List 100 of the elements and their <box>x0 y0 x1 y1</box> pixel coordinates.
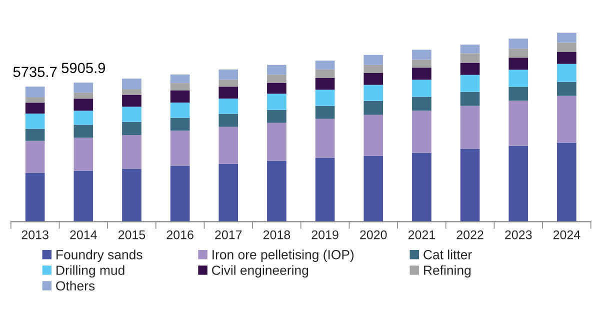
bar <box>364 84 384 101</box>
x-tick-label: 2015 <box>118 230 146 240</box>
bar <box>25 114 45 129</box>
bar <box>508 70 528 87</box>
legend-label: Cat litter <box>424 250 472 260</box>
bar <box>74 170 94 222</box>
bar <box>122 134 142 169</box>
bar <box>364 100 384 115</box>
bar <box>557 96 576 143</box>
legend-label: Drilling mud <box>56 265 124 278</box>
bar <box>170 118 190 131</box>
bar <box>508 58 528 70</box>
bar <box>74 124 94 138</box>
bar <box>218 80 238 87</box>
bar <box>267 122 286 161</box>
bar <box>315 90 335 106</box>
bar <box>508 48 528 58</box>
bar <box>267 82 286 94</box>
x-tick-label: 2018 <box>263 230 290 240</box>
bar <box>557 32 576 43</box>
bar <box>25 102 45 114</box>
bar <box>122 168 142 222</box>
bar <box>460 92 480 106</box>
bar <box>170 74 190 84</box>
bar <box>267 64 286 75</box>
bar <box>412 152 432 222</box>
bar <box>315 78 335 90</box>
bar <box>412 60 432 68</box>
bar <box>218 70 238 80</box>
x-tick-label: 2013 <box>22 230 48 240</box>
bar <box>460 74 480 92</box>
bar <box>364 114 384 156</box>
bar <box>460 53 480 63</box>
x-tick-label: 2020 <box>360 230 387 240</box>
bar <box>364 156 384 222</box>
annotation: 5905.9 <box>62 62 106 74</box>
bar <box>508 38 528 49</box>
bar <box>315 158 335 222</box>
bar <box>74 138 94 171</box>
bar <box>218 86 238 99</box>
bar <box>122 122 142 135</box>
bar <box>557 82 576 96</box>
annotation: 5735.7 <box>13 66 57 78</box>
x-tick-label: 2016 <box>166 230 194 240</box>
bar <box>557 64 576 82</box>
bar <box>412 110 432 153</box>
bar <box>267 94 286 110</box>
bar <box>460 62 480 75</box>
bar <box>25 86 45 97</box>
x-tick-label: 2021 <box>408 230 435 240</box>
bar <box>122 106 142 122</box>
bar <box>170 102 190 118</box>
legend-label: Foundry sands <box>56 250 142 262</box>
bar <box>74 82 94 93</box>
bar <box>508 100 528 146</box>
bar <box>267 110 286 123</box>
bar <box>460 148 480 222</box>
bar <box>170 83 190 91</box>
bar <box>218 164 238 222</box>
bar <box>364 64 384 73</box>
bar <box>218 126 238 164</box>
bar <box>364 72 384 85</box>
bar <box>412 50 432 60</box>
bar <box>364 54 384 65</box>
bar <box>74 92 94 99</box>
bar <box>170 130 190 166</box>
bar <box>122 89 142 95</box>
bar <box>25 140 45 173</box>
bar <box>267 160 286 222</box>
bar <box>508 146 528 222</box>
x-tick-label: 2014 <box>70 230 97 240</box>
legend-label: Others <box>56 280 95 291</box>
bar <box>315 106 335 119</box>
x-tick-label: 2019 <box>312 230 338 240</box>
bar <box>170 166 190 222</box>
x-tick-label: 2022 <box>456 230 484 240</box>
bar <box>267 74 286 83</box>
bar <box>508 86 528 101</box>
bar <box>218 114 238 127</box>
bar <box>460 106 480 149</box>
bar <box>557 52 576 64</box>
x-tick-label: 2023 <box>505 230 532 240</box>
bar <box>315 118 335 158</box>
bar <box>170 90 190 103</box>
x-tick-label: 2024 <box>553 230 580 240</box>
bar <box>122 78 142 90</box>
bar <box>122 94 142 107</box>
bar <box>315 69 335 78</box>
bar <box>74 98 94 111</box>
legend-label: Civil engineering <box>212 265 308 278</box>
bar <box>557 42 576 52</box>
bar <box>412 68 432 80</box>
bar <box>557 142 576 222</box>
bar <box>412 80 432 97</box>
legend-label: Iron ore pelletising (IOP) <box>212 250 354 262</box>
bar <box>74 110 94 125</box>
x-tick-label: 2017 <box>215 230 242 240</box>
bar <box>315 60 335 70</box>
bar <box>218 98 238 114</box>
bar <box>25 96 45 103</box>
